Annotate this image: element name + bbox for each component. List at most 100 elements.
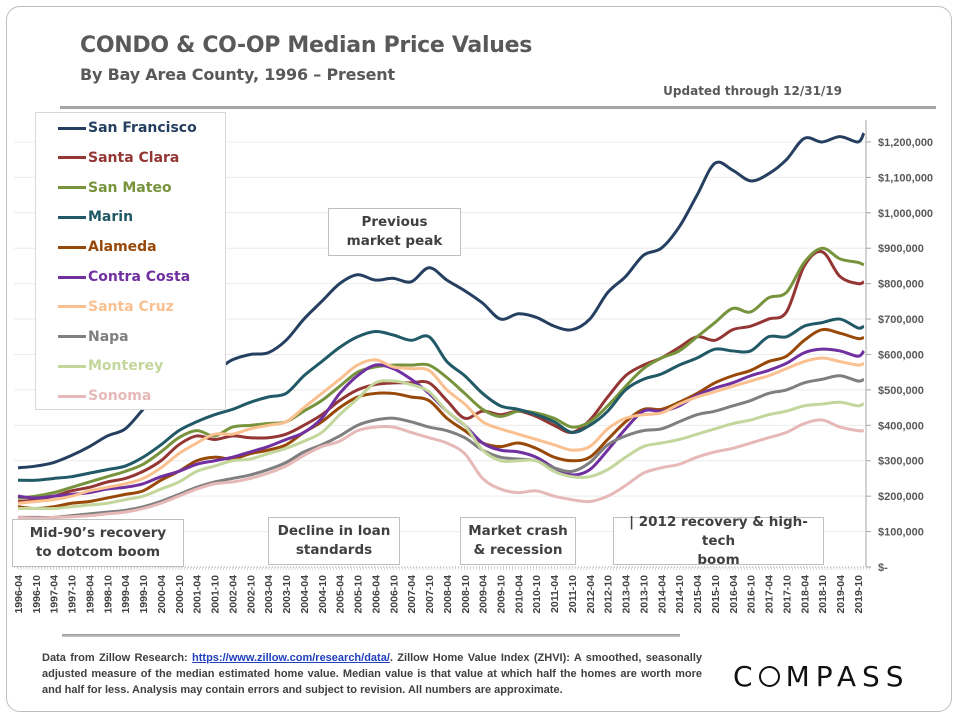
footer-prefix: Data from Zillow Research: [42, 652, 193, 664]
legend-label: Marin [88, 209, 134, 226]
x-tick-label: 2006-04 [370, 575, 382, 614]
annotation-line: Mid-90’s recovery [29, 525, 167, 541]
x-tick-label: 2009-10 [495, 575, 507, 614]
x-tick-label: 1999-04 [120, 575, 132, 614]
annotation-2012-recovery: | 2012 recovery & high-tech boom [613, 514, 824, 568]
x-tick-label: 2000-04 [156, 575, 168, 614]
x-tick-label: 2014-04 [656, 575, 668, 614]
legend-item: Alameda [58, 237, 157, 257]
x-tick-label: 2004-10 [317, 575, 329, 614]
legend: San Francisco Santa Clara San Mateo Marin Al… [35, 112, 226, 410]
chart-subtitle: By Bay Area County, 1996 – Present [80, 65, 395, 84]
x-tick-label: 1998-04 [84, 575, 96, 614]
legend-label: Napa [88, 328, 129, 345]
series-line-alameda [17, 327, 865, 511]
legend-label: Santa Cruz [88, 298, 174, 315]
legend-swatch [58, 245, 86, 249]
annotation-line: Market crash [468, 523, 568, 539]
x-tick-label: 2016-04 [728, 575, 740, 614]
annotation-line: Previous [361, 214, 428, 230]
annotation-market-crash: Market crash & recession [460, 517, 576, 565]
annotation-line: | 2012 recovery & high-tech [629, 513, 808, 549]
footer-note: Data from Zillow Research: https://www.z… [42, 650, 702, 698]
footer-divider [62, 634, 680, 637]
annotation-line: market peak [346, 233, 443, 249]
x-tick-label: 2019-04 [835, 575, 847, 614]
x-tick-label: 2000-10 [174, 575, 186, 614]
annotation-loan-standards: Decline in loan standards [268, 517, 400, 565]
y-tick-label: $300,000 [878, 456, 924, 468]
series-line-san-mateo [17, 246, 865, 500]
legend-swatch [58, 126, 86, 130]
legend-swatch [58, 394, 86, 398]
legend-item: Contra Costa [58, 267, 190, 287]
chart-title: CONDO & CO-OP Median Price Values [80, 33, 532, 58]
x-tick-label: 1997-10 [67, 575, 79, 614]
series-line-santa-cruz [17, 356, 865, 505]
legend-swatch [58, 156, 86, 160]
x-tick-label: 2005-10 [353, 575, 365, 614]
legend-item: Santa Clara [58, 148, 179, 168]
annotation-line: to dotcom boom [35, 544, 161, 560]
updated-note: Updated through 12/31/19 [663, 84, 842, 98]
x-tick-label: 2011-04 [549, 575, 561, 613]
x-tick-label: 2001-10 [210, 575, 222, 614]
x-tick-label: 1998-10 [102, 575, 114, 614]
legend-swatch [58, 364, 86, 368]
footer-text: . Zillow Home Value Index (ZHVI): A smoo… [42, 652, 702, 696]
y-tick-label: $1,000,000 [878, 208, 933, 220]
x-tick-label: 2004-04 [299, 575, 311, 614]
legend-swatch [58, 186, 86, 190]
compass-logo: C MPASS [733, 660, 910, 693]
y-tick-label: $100,000 [878, 527, 924, 539]
legend-item: Napa [58, 327, 129, 347]
x-tick-label: 2010-10 [531, 575, 543, 614]
legend-label: Contra Costa [88, 269, 191, 285]
x-tick-label: 2018-04 [799, 575, 811, 614]
annotation-line: boom [697, 551, 740, 568]
legend-item: San Mateo [58, 178, 172, 198]
axes: $- $100,000 $200,000 $300,000 $400,000 $500,0… [13, 120, 933, 614]
legend-label: Sonoma [88, 388, 152, 405]
x-tick-label: 1997-04 [49, 575, 61, 614]
x-tick-label: 2017-10 [781, 575, 793, 614]
x-tick-label: 2015-10 [710, 575, 722, 614]
x-tick-label: 2017-04 [764, 575, 776, 614]
x-tick-label: 2003-10 [281, 575, 293, 614]
x-tick-label: 2014-10 [674, 575, 686, 614]
series-line-marin [17, 317, 865, 482]
series-line-monterey [17, 379, 865, 511]
x-tick-label: 2013-10 [638, 575, 650, 614]
x-tick-label: 2007-04 [406, 575, 418, 614]
legend-swatch [58, 215, 86, 219]
series-line-santa-clara [17, 249, 865, 503]
y-tick-label: $500,000 [878, 385, 924, 397]
x-tick-label: 2006-10 [388, 575, 400, 614]
legend-label: Monterey [88, 358, 164, 375]
legend-label: San Mateo [88, 179, 172, 196]
x-tick-label: 2005-04 [335, 575, 347, 614]
y-tick-label: $600,000 [878, 349, 924, 361]
x-tick-label: 2013-04 [621, 575, 633, 614]
x-tick-label: 2010-04 [513, 575, 525, 614]
x-tick-label: 2007-10 [424, 575, 436, 614]
legend-label: San Francisco [88, 120, 197, 136]
x-tick-label: 2011-10 [567, 575, 579, 613]
x-tick-label: 1996-04 [13, 575, 25, 614]
y-tick-label: $800,000 [878, 279, 924, 291]
annotation-line: Decline in loan [277, 523, 391, 539]
x-tick-label: 1996-10 [31, 575, 43, 614]
legend-swatch [58, 305, 86, 309]
zillow-link[interactable]: https://www.zillow.com/research/data/ [192, 652, 390, 664]
y-tick-label: $400,000 [878, 420, 924, 432]
x-tick-label: 2012-04 [585, 575, 597, 614]
x-tick-label: 2019-10 [853, 575, 865, 614]
annotation-line: & recession [473, 542, 563, 558]
x-tick-label: 2008-10 [460, 575, 472, 614]
legend-label: Santa Clara [88, 149, 180, 166]
x-tick-label: 2003-04 [263, 575, 275, 614]
annotation-previous-peak: Previous market peak [328, 208, 461, 256]
annotation-mid90s: Mid-90’s recovery to dotcom boom [12, 519, 184, 567]
y-tick-label: $1,100,000 [878, 172, 933, 184]
